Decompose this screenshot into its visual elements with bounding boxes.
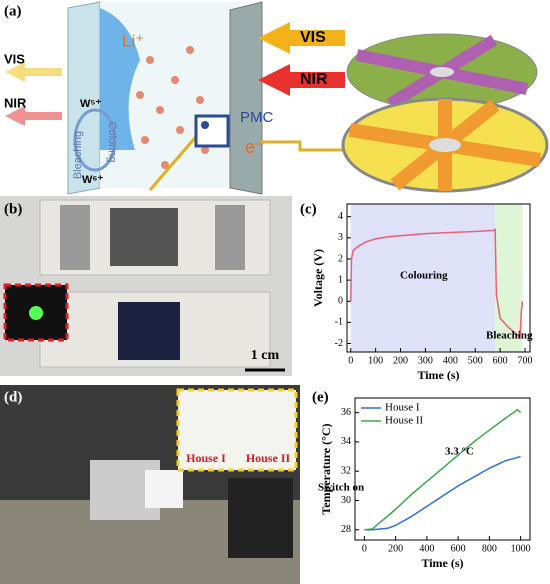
house-box [145, 470, 183, 508]
device-window [110, 208, 178, 266]
plot-frame [354, 397, 531, 541]
light-label: NIR [4, 95, 27, 110]
y-axis-label: Temperature (°C) [319, 423, 333, 514]
electrode [215, 205, 245, 270]
meter [228, 478, 293, 558]
y-tick-label: 2 [338, 253, 343, 264]
y-tick-label: 32 [341, 465, 351, 476]
electron-label: e⁻ [245, 137, 265, 157]
panel-label: (a) [4, 3, 22, 19]
electrode-right [229, 1, 263, 195]
y-tick-label: 30 [341, 495, 351, 506]
x-tick-label: 600 [451, 543, 466, 554]
y-tick-label: -2 [335, 338, 343, 349]
y-tick-label: 3 [338, 232, 343, 243]
pmc-label: PMC [240, 109, 274, 126]
y-axis-label: Voltage (V) [311, 249, 325, 307]
annotation: 3.3 °C [445, 446, 474, 458]
x-axis-label: Time (s) [417, 368, 459, 382]
panel-label: (e) [312, 389, 329, 405]
electrode [60, 205, 90, 270]
annotation: Bleaching [486, 330, 533, 342]
led [29, 306, 43, 320]
light-label: NIR [300, 71, 328, 88]
x-tick-label: 0 [348, 355, 353, 366]
y-tick-label: 34 [341, 436, 351, 447]
house-label: House I [186, 451, 226, 465]
series-line [349, 227, 524, 339]
device-window [118, 302, 180, 360]
arrow-nir-out [5, 106, 62, 126]
plot-frame [346, 203, 531, 353]
disc-hub [430, 67, 454, 77]
light-label: VIS [300, 29, 326, 46]
wire [260, 140, 360, 152]
disc-hub [429, 138, 461, 152]
x-tick-label: 600 [493, 355, 508, 366]
pmc-box [194, 114, 230, 148]
cycle-label: Bleaching [72, 131, 84, 179]
x-tick-label: 500 [468, 355, 483, 366]
y-tick-label: -1 [335, 317, 343, 328]
panel-label: (d) [4, 389, 22, 405]
y-tick-label: 1 [338, 274, 343, 285]
light-label: VIS [4, 51, 25, 66]
disc-sectors [355, 34, 529, 110]
ion-label: Li⁺ [122, 31, 144, 50]
pmc-dot [201, 121, 209, 129]
y-tick-label: 0 [338, 296, 343, 307]
cycle [73, 108, 117, 172]
annotation: Switch on [318, 482, 364, 494]
legend-label: House II [385, 415, 424, 427]
scale-label: 1 cm [251, 348, 280, 363]
ion-state: W⁵⁺ [80, 98, 102, 110]
series-line [364, 408, 522, 531]
x-tick-label: 800 [482, 543, 497, 554]
x-tick-label: 700 [518, 355, 533, 366]
wo3-layer [100, 8, 140, 150]
x-tick-label: 100 [368, 355, 383, 366]
y-tick-label: 36 [341, 407, 351, 418]
x-tick-label: 200 [393, 355, 408, 366]
y-tick-label: 28 [341, 524, 351, 535]
y-tick-label: 4 [338, 211, 343, 222]
x-tick-label: 400 [443, 355, 458, 366]
legend-label: House I [385, 402, 420, 414]
house-label: House II [246, 451, 291, 465]
arrow-vis-in [258, 22, 345, 54]
ion-state: W⁶⁺ [82, 174, 103, 186]
cycle-label: Coloring [106, 122, 118, 163]
x-tick-label: 200 [388, 543, 403, 554]
x-tick-label: 0 [362, 543, 367, 554]
series-line [364, 455, 521, 531]
house-inset [176, 388, 298, 472]
arrow-nir-in [258, 64, 345, 96]
shaded-region [350, 204, 496, 352]
x-tick-label: 400 [419, 543, 434, 554]
x-tick-label: 300 [418, 355, 433, 366]
x-tick-label: 1000 [511, 543, 531, 554]
wire [148, 131, 202, 191]
panel-label: (b) [4, 201, 22, 217]
arrow-vis-out [5, 62, 62, 82]
panel-label: (c) [300, 201, 317, 217]
disc-sectors [348, 99, 542, 191]
ions [136, 46, 209, 169]
x-axis-label: Time (s) [421, 556, 463, 570]
annotation: Colouring [400, 270, 448, 282]
